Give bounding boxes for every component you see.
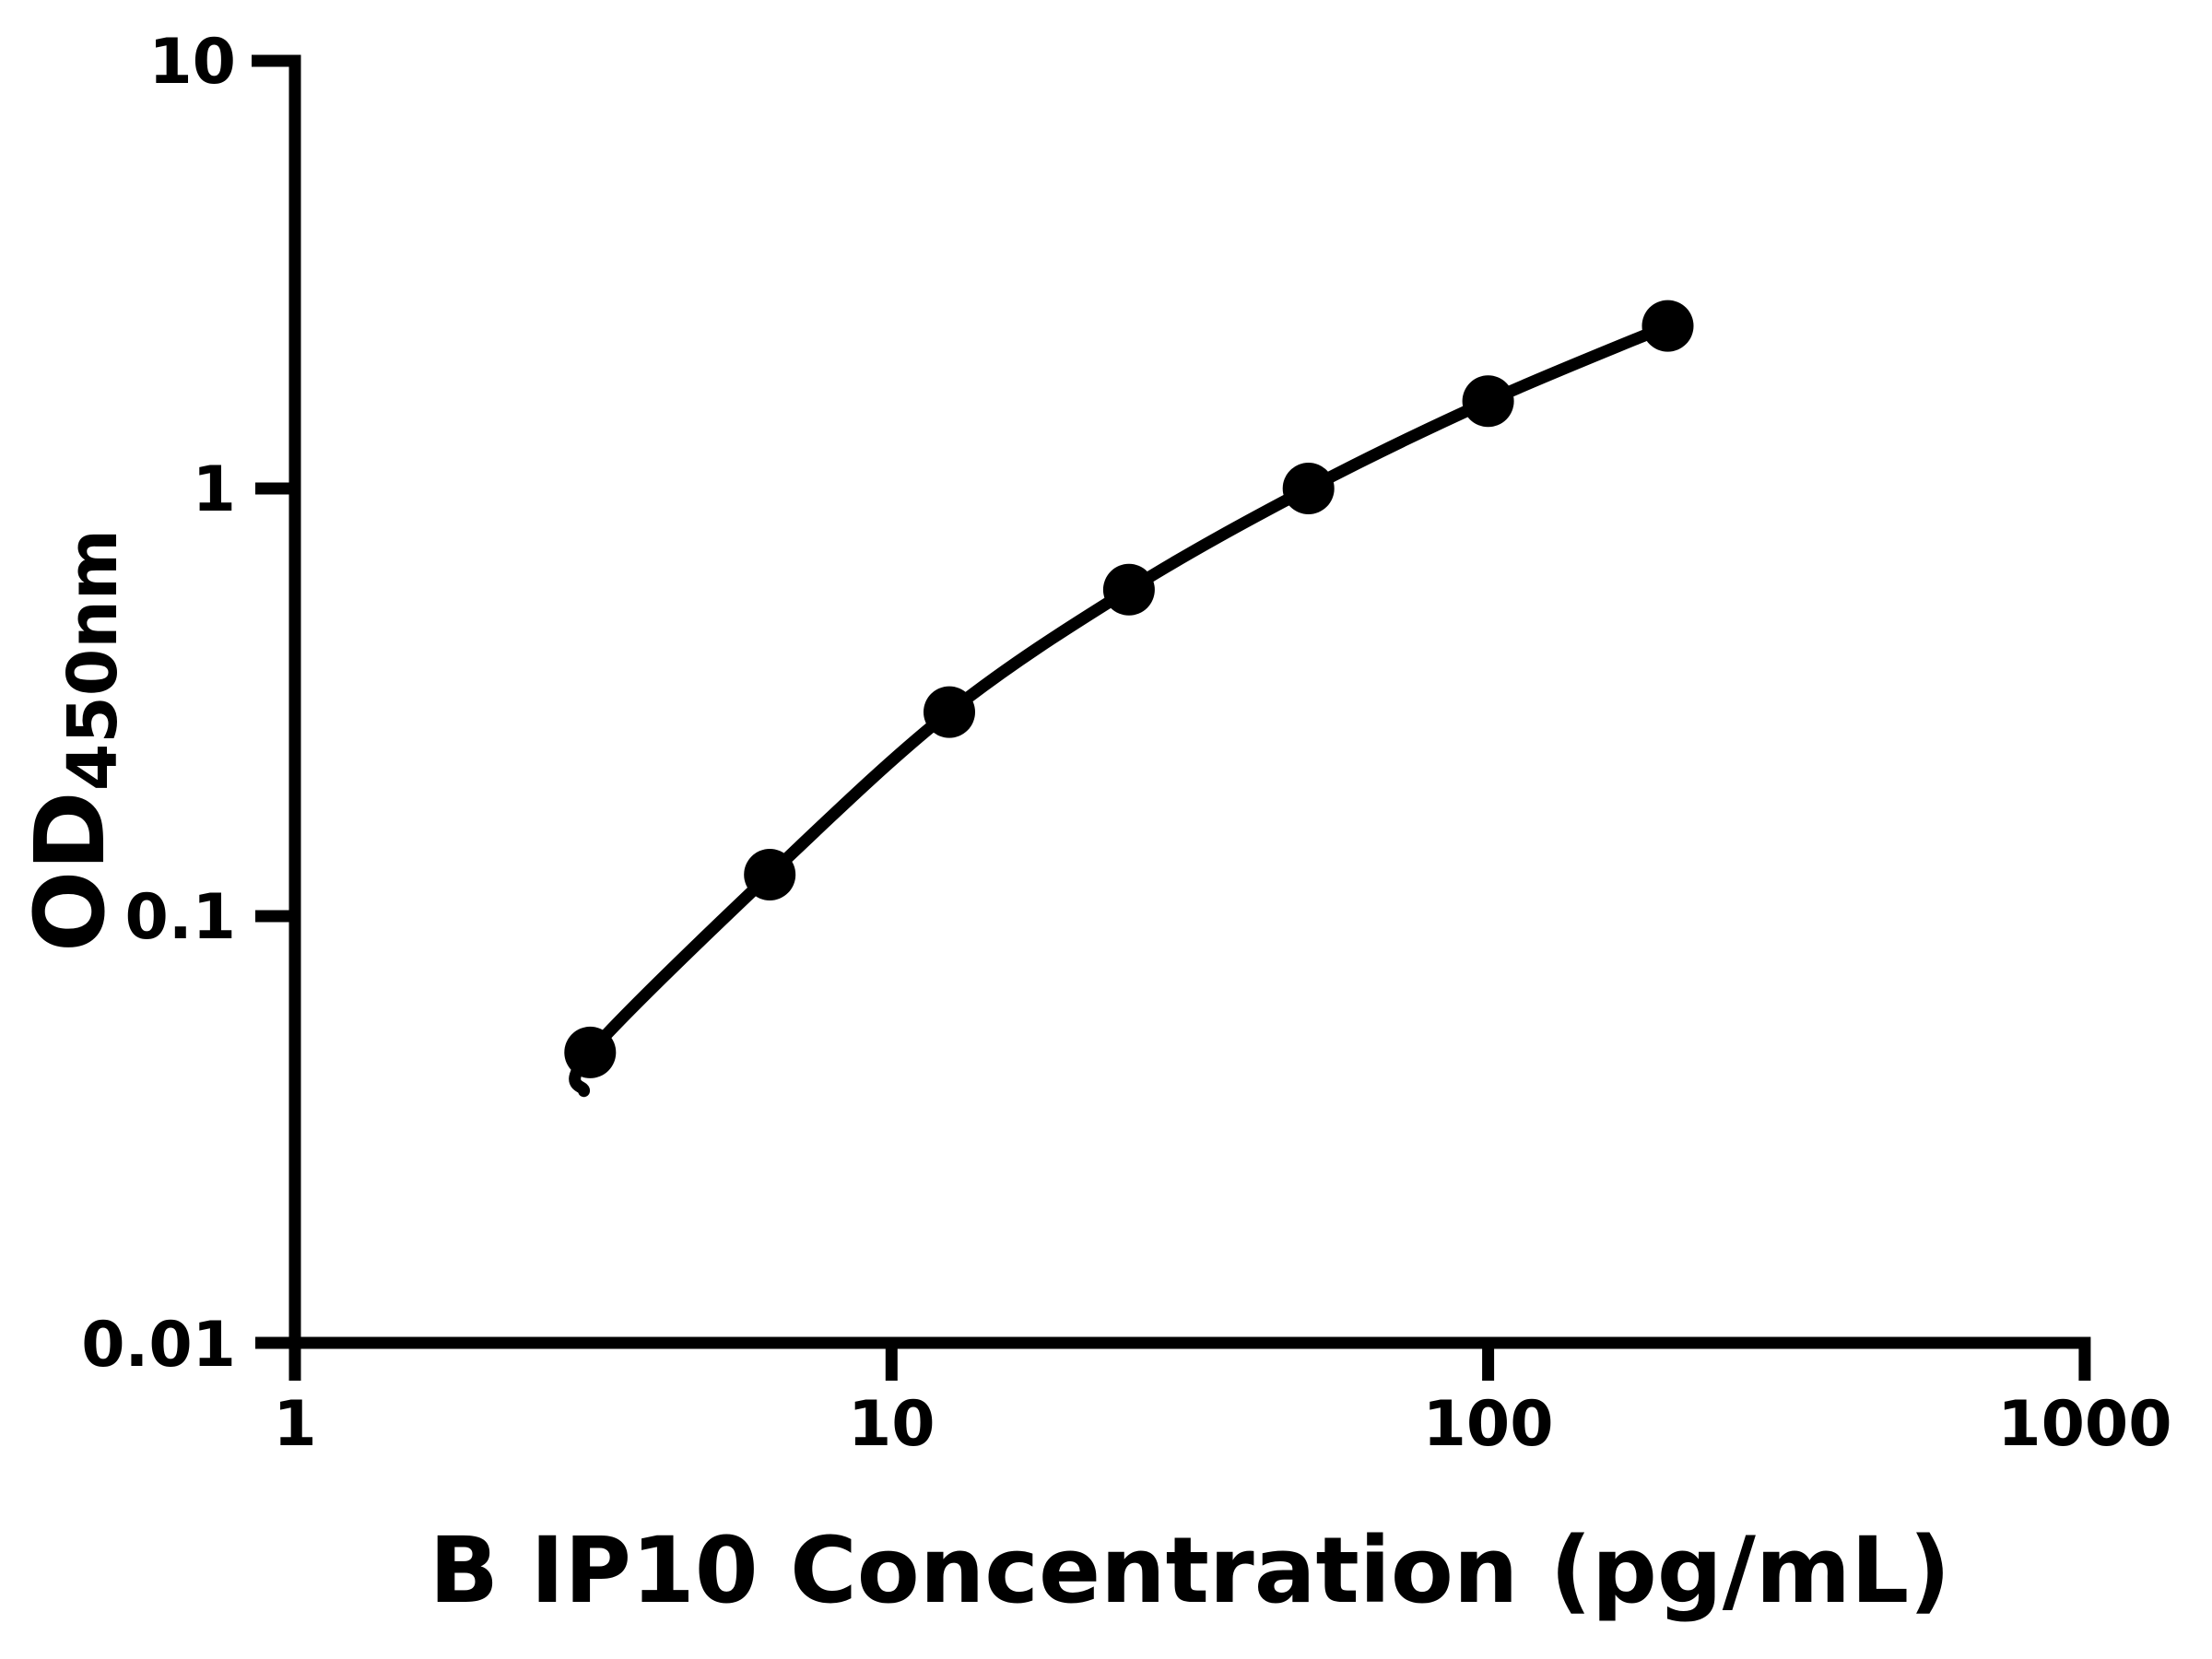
data-point <box>564 1026 617 1078</box>
y-tick-label: 0.01 <box>81 1309 236 1382</box>
x-axis-line <box>255 1336 2091 1381</box>
x-axis-ticks <box>885 1343 1495 1381</box>
x-tick-label: 1 <box>273 1388 316 1461</box>
y-axis-title-subscript: 450nm <box>53 529 133 791</box>
standard-curve-line <box>569 320 1674 1098</box>
data-point <box>1641 300 1694 352</box>
y-tick-label: 0.1 <box>125 881 236 954</box>
data-point <box>1282 463 1335 514</box>
y-tick-label: 1 <box>193 453 236 526</box>
x-tick-label: 10 <box>848 1388 935 1461</box>
y-tick-label: 10 <box>148 26 236 99</box>
axes: 10 1 0.1 0.01 1 10 100 1000 <box>81 26 2171 1461</box>
x-tick-label: 1000 <box>1997 1388 2171 1461</box>
data-point <box>744 849 796 900</box>
y-axis-ticks <box>255 482 295 923</box>
data-points <box>564 300 1694 1078</box>
y-axis-title: OD450nm <box>14 529 133 952</box>
y-axis-tick-labels: 10 1 0.1 0.01 <box>81 26 236 1382</box>
x-axis-tick-labels: 1 10 100 1000 <box>273 1388 2171 1461</box>
x-axis-title: B IP10 Concentration (pg/mL) <box>429 1518 1951 1624</box>
x-tick-label: 100 <box>1423 1388 1554 1461</box>
data-point <box>924 686 975 738</box>
y-axis-title-main: OD <box>14 791 126 952</box>
y-axis-line <box>252 54 301 1381</box>
data-point <box>1462 375 1514 428</box>
data-point <box>1102 563 1155 616</box>
